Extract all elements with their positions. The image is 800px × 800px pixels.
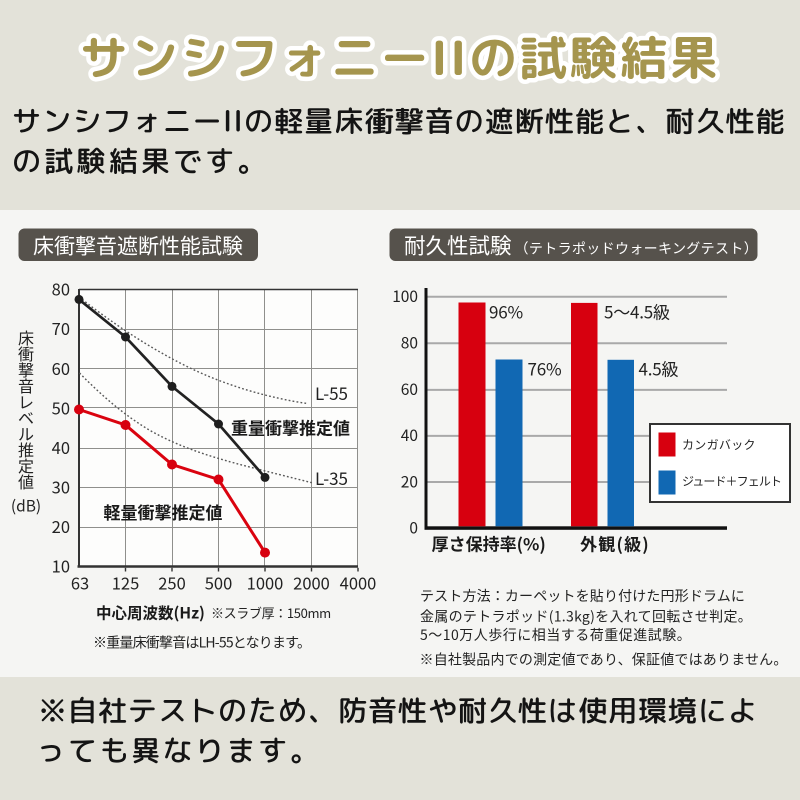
svg-text:(dB): (dB) [11, 495, 41, 517]
svg-text:テスト方法：カーペットを貼り付けた円形ドラムに: テスト方法：カーペットを貼り付けた円形ドラムに [420, 586, 745, 606]
svg-text:20: 20 [52, 514, 70, 538]
svg-text:ル: ル [18, 421, 34, 445]
svg-text:重量衝撃推定値: 重量衝撃推定値 [231, 415, 350, 440]
svg-text:500: 500 [205, 571, 232, 595]
svg-text:100: 100 [392, 285, 418, 307]
svg-text:※重量床衝撃音はLH-55となります。: ※重量床衝撃音はLH-55となります。 [93, 633, 310, 653]
svg-text:10: 10 [52, 554, 70, 578]
svg-text:50: 50 [52, 395, 70, 419]
svg-text:音: 音 [18, 373, 34, 397]
svg-text:厚さ保持率(%): 厚さ保持率(%) [432, 531, 546, 556]
svg-text:80: 80 [52, 277, 70, 301]
svg-text:40: 40 [401, 424, 418, 446]
svg-text:金属のテトラポッド(1.3kg)を入れて回転させ判定。: 金属のテトラポッド(1.3kg)を入れて回転させ判定。 [420, 607, 752, 627]
svg-text:30: 30 [52, 475, 70, 499]
svg-text:80: 80 [401, 332, 418, 354]
svg-text:※自社製品内での測定値であり、保証値ではありません。: ※自社製品内での測定値であり、保証値ではありません。 [420, 650, 788, 670]
svg-text:5〜4.5級: 5〜4.5級 [604, 299, 670, 324]
svg-text:中心周波数(Hz): 中心周波数(Hz) [96, 602, 205, 624]
svg-text:ジュード＋フェルト: ジュード＋フェルト [682, 473, 781, 490]
svg-text:250: 250 [158, 571, 185, 595]
svg-text:床衝撃音遮断性能試験: 床衝撃音遮断性能試験 [33, 230, 243, 260]
svg-text:96%: 96% [489, 299, 523, 324]
svg-text:値: 値 [18, 469, 34, 493]
svg-text:の試験結果です。: の試験結果です。 [12, 142, 270, 182]
svg-text:※自社テストのため、防音性や耐久性は使用環境によ: ※自社テストのため、防音性や耐久性は使用環境によ [38, 691, 758, 731]
svg-text:L-35: L-35 [315, 465, 348, 490]
svg-text:60: 60 [401, 378, 418, 400]
svg-text:0: 0 [409, 516, 418, 538]
svg-text:20: 20 [401, 470, 418, 492]
svg-text:63: 63 [71, 571, 89, 595]
svg-text:定: 定 [18, 453, 34, 477]
svg-text:4.5級: 4.5級 [639, 356, 679, 381]
svg-text:サンシフォニーIIの軽量床衝撃音の遮断性能と、耐久性能: サンシフォニーIIの軽量床衝撃音の遮断性能と、耐久性能 [12, 102, 786, 142]
svg-text:カンガバック: カンガバック [682, 436, 756, 453]
svg-text:40: 40 [52, 435, 70, 459]
svg-text:レ: レ [18, 389, 34, 413]
svg-text:サンシフォニーIIの試験結果: サンシフォニーIIの試験結果 [80, 25, 720, 91]
svg-text:撃: 撃 [18, 357, 34, 381]
svg-text:L-55: L-55 [315, 380, 348, 405]
svg-text:2000: 2000 [293, 571, 330, 595]
svg-text:76%: 76% [528, 356, 562, 381]
svg-text:軽量衝撃推定値: 軽量衝撃推定値 [104, 499, 223, 524]
svg-text:衝: 衝 [18, 341, 34, 365]
svg-text:床: 床 [18, 325, 34, 349]
svg-text:ベ: ベ [18, 405, 34, 429]
svg-text:っても異なります。: っても異なります。 [36, 731, 322, 771]
svg-text:125: 125 [112, 571, 139, 595]
svg-text:5〜10万人歩行に相当する荷重促進試験。: 5〜10万人歩行に相当する荷重促進試験。 [420, 625, 691, 645]
svg-text:※スラブ厚：150mm: ※スラブ厚：150mm [211, 603, 331, 622]
svg-text:70: 70 [52, 316, 70, 340]
svg-text:1000: 1000 [247, 571, 284, 595]
svg-text:外観(級): 外観(級) [580, 531, 650, 556]
svg-text:60: 60 [52, 356, 70, 380]
svg-text:4000: 4000 [340, 571, 377, 595]
svg-text:推: 推 [18, 437, 34, 461]
